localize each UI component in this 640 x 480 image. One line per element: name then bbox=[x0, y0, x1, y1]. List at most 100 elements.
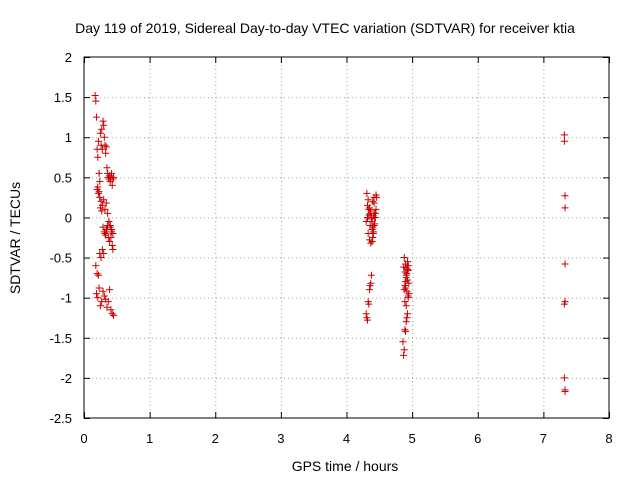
x-axis-label: GPS time / hours bbox=[292, 458, 399, 474]
data-point bbox=[369, 228, 377, 236]
data-point bbox=[560, 374, 568, 382]
data-point bbox=[401, 268, 409, 276]
data-point bbox=[104, 298, 112, 306]
data-point bbox=[110, 173, 118, 181]
y-tick-label: 2 bbox=[65, 50, 72, 65]
data-point bbox=[367, 239, 375, 247]
data-point bbox=[364, 201, 371, 209]
grid-lines bbox=[84, 57, 609, 418]
y-tick-label: -2 bbox=[60, 371, 72, 386]
x-tick-label: 4 bbox=[343, 431, 350, 446]
data-point bbox=[100, 133, 108, 141]
data-point bbox=[92, 290, 100, 298]
data-point bbox=[400, 254, 408, 262]
data-point bbox=[109, 246, 117, 254]
data-point bbox=[96, 302, 104, 310]
data-point bbox=[402, 302, 410, 310]
data-point bbox=[362, 310, 370, 318]
data-point bbox=[91, 92, 99, 100]
y-tick-label: 0.5 bbox=[54, 170, 72, 185]
data-point bbox=[92, 262, 100, 270]
data-point bbox=[108, 242, 116, 250]
data-point bbox=[101, 205, 109, 213]
data-point bbox=[106, 223, 114, 231]
data-point bbox=[100, 121, 108, 129]
data-point bbox=[372, 205, 380, 213]
x-tick-label: 3 bbox=[277, 431, 284, 446]
data-point bbox=[94, 153, 102, 161]
data-point bbox=[401, 298, 409, 306]
data-point bbox=[560, 137, 568, 145]
data-point bbox=[102, 149, 110, 157]
data-point bbox=[365, 286, 373, 294]
data-point bbox=[369, 197, 377, 205]
data-point bbox=[400, 351, 408, 359]
data-point bbox=[109, 175, 117, 183]
data-point bbox=[103, 303, 111, 311]
data-point bbox=[96, 129, 104, 137]
data-point bbox=[106, 286, 114, 294]
x-tick-label: 7 bbox=[540, 431, 547, 446]
data-point bbox=[364, 196, 372, 204]
y-tick-label: -0.5 bbox=[50, 251, 72, 266]
data-point bbox=[560, 131, 568, 139]
y-axis-label: SDTVAR / TECUs bbox=[7, 182, 23, 294]
data-point bbox=[402, 318, 410, 326]
data-point bbox=[101, 229, 109, 237]
data-point bbox=[400, 346, 408, 354]
x-tick-label: 0 bbox=[80, 431, 87, 446]
data-point bbox=[108, 181, 116, 189]
data-point bbox=[92, 97, 100, 105]
data-point bbox=[560, 300, 568, 308]
data-point bbox=[561, 204, 569, 212]
data-point bbox=[367, 213, 375, 221]
data-point bbox=[402, 284, 410, 292]
y-tick-label: -1.5 bbox=[50, 331, 72, 346]
data-point bbox=[404, 276, 412, 284]
data-point bbox=[106, 238, 114, 246]
data-point bbox=[102, 199, 110, 207]
data-point bbox=[366, 221, 374, 229]
data-point bbox=[108, 169, 116, 177]
y-tick-label: -2.5 bbox=[50, 411, 72, 426]
x-tick-label: 6 bbox=[474, 431, 481, 446]
data-point bbox=[402, 271, 410, 279]
data-point bbox=[362, 217, 370, 225]
data-point bbox=[99, 287, 107, 295]
data-point bbox=[102, 225, 110, 233]
data-point bbox=[105, 217, 113, 225]
chart-title: Day 119 of 2019, Sidereal Day-to-day VTE… bbox=[75, 20, 575, 36]
data-point bbox=[561, 386, 569, 394]
data-point bbox=[365, 236, 373, 244]
data-point bbox=[98, 145, 106, 153]
data-point bbox=[95, 284, 103, 292]
data-point bbox=[96, 193, 104, 201]
data-point bbox=[100, 250, 108, 258]
data-point bbox=[98, 246, 106, 254]
x-tick-label: 2 bbox=[212, 431, 219, 446]
data-point bbox=[96, 177, 104, 185]
x-tick-label: 8 bbox=[605, 431, 612, 446]
data-point bbox=[108, 228, 116, 236]
y-tick-label: 1.5 bbox=[54, 90, 72, 105]
data-point bbox=[94, 189, 102, 197]
tick-labels: 0 1 2 3 4 5 6 7 8 -2.5 -2 -1.5 -1 -0.5 0 0.5 1 1.5 2 bbox=[50, 50, 613, 446]
data-point bbox=[107, 234, 115, 241]
data-point bbox=[99, 117, 107, 125]
data-point bbox=[110, 311, 118, 319]
data-point bbox=[364, 229, 372, 237]
data-point bbox=[94, 183, 102, 191]
data-point bbox=[404, 310, 412, 318]
data-point bbox=[401, 326, 409, 334]
data-point bbox=[402, 327, 410, 335]
data-point bbox=[94, 294, 102, 302]
axis-ticks bbox=[84, 57, 610, 419]
data-point bbox=[98, 125, 106, 133]
y-tick-label: 1 bbox=[65, 130, 72, 145]
data-point bbox=[97, 254, 105, 262]
data-point bbox=[101, 141, 109, 149]
data-point bbox=[94, 271, 102, 279]
data-point bbox=[403, 314, 411, 322]
y-tick-label: 0 bbox=[65, 210, 72, 225]
